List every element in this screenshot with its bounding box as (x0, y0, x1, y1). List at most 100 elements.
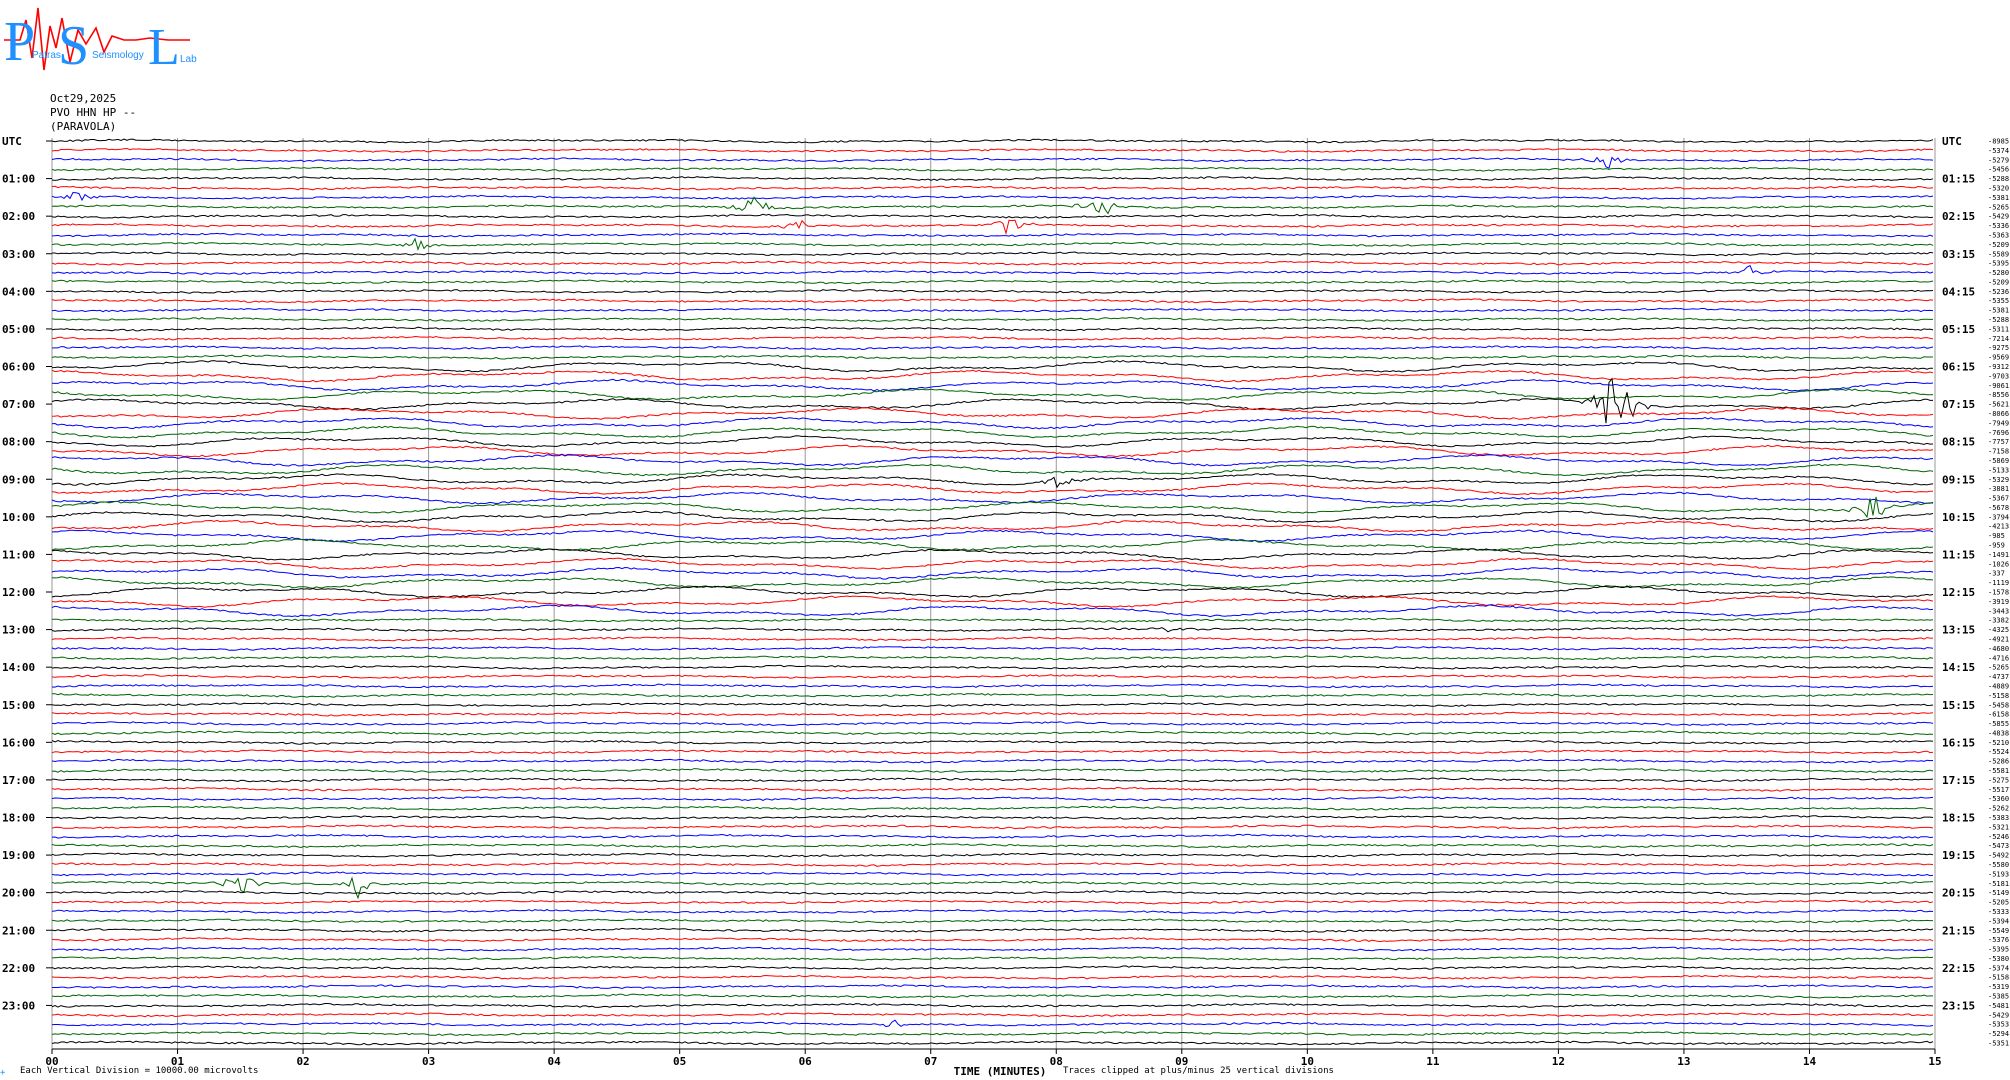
x-tick-label-06: 06 (799, 1055, 813, 1068)
trace-offset-label-42: -985 (1988, 532, 2005, 540)
trace-line-20 (51, 326, 1934, 332)
trace-line-63 (51, 730, 1934, 736)
trace-line-72 (51, 815, 1934, 820)
trace-offset-label-91: -5385 (1988, 993, 2009, 1001)
trace-offset-label-73: -5321 (1988, 823, 2009, 831)
trace-offset-label-48: -1578 (1988, 589, 2009, 597)
trace-offset-label-59: -5158 (1988, 692, 2009, 700)
clip-note: Traces clipped at plus/minus 25 vertical… (1063, 1066, 1334, 1076)
left-hour-label-12: 12:00 (2, 586, 35, 599)
trace-line-47 (51, 576, 1934, 589)
trace-line-48 (51, 585, 1934, 598)
trace-offset-label-89: -5158 (1988, 974, 2009, 982)
trace-offset-label-2: -5279 (1988, 156, 2009, 164)
trace-line-36 (51, 473, 1934, 489)
trace-line-81 (51, 899, 1934, 905)
trace-offset-label-7: -5265 (1988, 203, 2009, 211)
left-hour-label-22: 22:00 (2, 962, 35, 975)
left-hour-label-17: 17:00 (2, 774, 35, 787)
trace-offset-label-55: -4716 (1988, 654, 2009, 662)
trace-offset-label-74: -5246 (1988, 833, 2009, 841)
trace-offset-label-8: -5429 (1988, 213, 2009, 221)
x-tick-label-01: 01 (171, 1055, 185, 1068)
trace-offset-label-1: -5374 (1988, 147, 2009, 155)
x-tick-label-08: 08 (1050, 1055, 1063, 1068)
left-hour-label-3: 03:00 (2, 248, 35, 261)
trace-line-16 (51, 288, 1934, 294)
trace-line-92 (51, 1003, 1934, 1008)
trace-offset-label-62: -5855 (1988, 720, 2009, 728)
trace-offset-label-75: -5473 (1988, 842, 2009, 850)
trace-offset-label-28: -5621 (1988, 401, 2009, 409)
trace-line-60 (51, 702, 1934, 708)
trace-offset-label-24: -9312 (1988, 363, 2009, 371)
trace-line-87 (51, 955, 1934, 961)
trace-line-75 (51, 843, 1934, 849)
trace-line-80 (51, 890, 1934, 896)
trace-offset-label-49: -3919 (1988, 598, 2009, 606)
trace-offset-label-5: -5320 (1988, 184, 2009, 192)
x-tick-label-02: 02 (296, 1055, 309, 1068)
trace-offset-label-83: -5394 (1988, 917, 2009, 925)
trace-offset-label-54: -4680 (1988, 645, 2009, 653)
trace-line-12 (52, 251, 1934, 257)
trace-line-73 (51, 824, 1934, 830)
trace-offset-label-43: -959 (1988, 542, 2005, 550)
trace-offset-label-15: -5209 (1988, 278, 2009, 286)
trace-offset-label-10: -5363 (1988, 231, 2009, 239)
trace-offset-label-71: -5262 (1988, 805, 2009, 813)
right-hour-label-19: 19:15 (1942, 849, 1975, 862)
trace-line-79 (51, 876, 1934, 900)
right-hour-label-16: 16:15 (1942, 736, 1975, 749)
trace-offset-label-0: -8985 (1988, 138, 2009, 146)
minute-gridlines (51, 138, 1936, 1049)
right-hour-label-17: 17:15 (1942, 774, 1975, 787)
trace-offset-label-78: -5193 (1988, 870, 2009, 878)
trace-offset-label-85: -5376 (1988, 936, 2009, 944)
trace-line-33 (51, 444, 1934, 458)
trace-line-91 (51, 993, 1933, 999)
trace-line-39 (51, 496, 1934, 519)
x-tick-label-05: 05 (673, 1055, 686, 1068)
x-tick-label-09: 09 (1175, 1055, 1188, 1068)
trace-line-27 (51, 388, 1934, 401)
trace-line-52 (51, 627, 1934, 633)
trace-offset-label-68: -5275 (1988, 776, 2009, 784)
trace-offset-label-30: -7949 (1988, 419, 2009, 427)
trace-offset-label-51: -3382 (1988, 617, 2009, 625)
trace-offset-label-21: -7214 (1988, 335, 2009, 343)
trace-line-15 (51, 279, 1934, 285)
right-hour-label-6: 06:15 (1942, 361, 1975, 374)
left-hour-label-9: 09:00 (2, 473, 35, 486)
trace-offset-label-14: -5280 (1988, 269, 2009, 277)
trace-line-94 (51, 1019, 1934, 1028)
trace-offset-label-13: -5395 (1988, 260, 2009, 268)
right-hour-label-4: 04:15 (1942, 285, 1975, 298)
trace-offset-label-84: -5549 (1988, 927, 2009, 935)
x-tick-label-10: 10 (1301, 1055, 1314, 1068)
trace-offset-label-82: -5333 (1988, 908, 2009, 916)
x-tick-label-13: 13 (1677, 1055, 1690, 1068)
right-hour-label-10: 10:15 (1942, 511, 1975, 524)
trace-offset-label-26: -9061 (1988, 382, 2009, 390)
left-hour-label-20: 20:00 (2, 887, 35, 900)
trace-offset-label-69: -5517 (1988, 786, 2009, 794)
trace-offset-label-31: -7696 (1988, 429, 2009, 437)
left-hour-label-4: 04:00 (2, 285, 35, 298)
trace-offset-label-3: -5456 (1988, 166, 2009, 174)
trace-offset-label-64: -5210 (1988, 739, 2009, 747)
trace-offset-label-96: -5351 (1988, 1040, 2009, 1048)
trace-offset-label-57: -4737 (1988, 673, 2009, 681)
trace-line-69 (51, 786, 1934, 792)
trace-offset-label-47: -1119 (1988, 579, 2009, 587)
trace-offset-label-12: -5589 (1988, 250, 2009, 258)
trace-line-89 (51, 974, 1934, 980)
right-hour-label-20: 20:15 (1942, 887, 1975, 900)
left-hour-label-8: 08:00 (2, 436, 35, 449)
trace-line-55 (51, 655, 1934, 661)
trace-line-7 (51, 196, 1934, 215)
corner-mark: + (0, 1068, 6, 1078)
logo-seismogram-squiggle (4, 7, 190, 71)
trace-line-32 (51, 435, 1934, 448)
trace-offset-label-20: -5311 (1988, 325, 2009, 333)
